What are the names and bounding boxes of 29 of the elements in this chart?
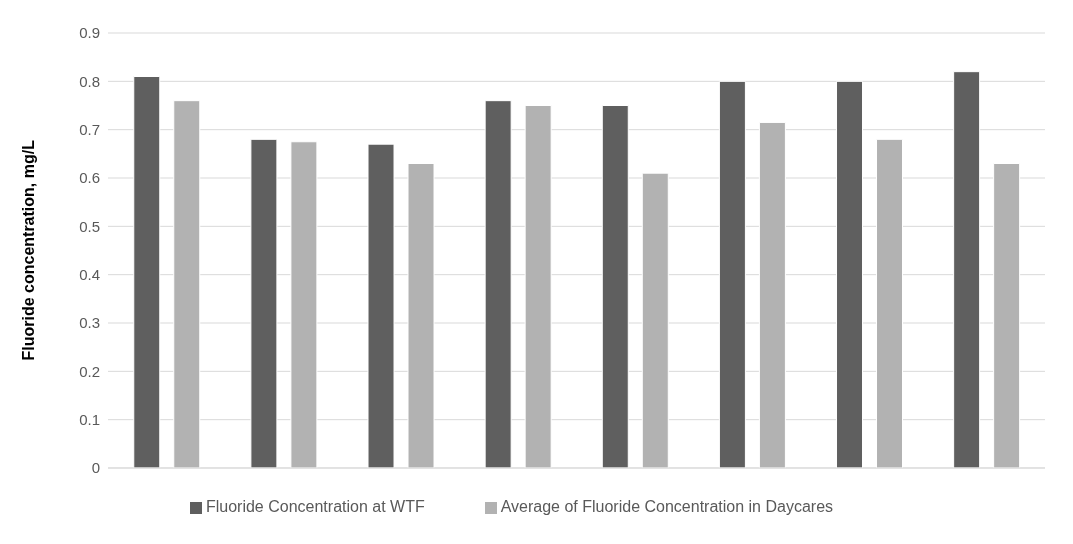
bar (601, 105, 629, 468)
bar (367, 143, 395, 468)
bar (133, 76, 161, 468)
y-tick-label: 0 (91, 459, 100, 477)
bar (876, 138, 904, 468)
y-tick-label: 0.6 (79, 169, 100, 187)
bar (524, 105, 552, 468)
bar (836, 80, 864, 468)
bar (718, 80, 746, 468)
y-tick-label: 0.2 (79, 362, 100, 380)
y-axis-title: Fluoride concentration, mg/L (19, 139, 37, 361)
bar (407, 163, 435, 468)
bar (993, 163, 1021, 468)
y-tick-label: 0.5 (79, 217, 100, 235)
y-tick-label: 0.7 (79, 120, 100, 138)
legend-label: Average of Fluoride Concentration in Daycares (500, 498, 834, 515)
y-tick-label: 0.4 (79, 265, 100, 283)
bar (250, 138, 278, 468)
bar (290, 141, 318, 468)
bar (641, 172, 669, 468)
y-tick-label: 0.9 (79, 24, 100, 42)
bar (758, 121, 786, 468)
bar (484, 100, 512, 468)
bar (173, 100, 201, 468)
y-tick-label: 0.1 (79, 410, 100, 428)
y-tick-label: 0.3 (79, 314, 100, 332)
legend-label: Fluoride Concentration at WTF (205, 498, 425, 515)
y-tick-label: 0.8 (79, 72, 100, 90)
bar (953, 71, 981, 468)
